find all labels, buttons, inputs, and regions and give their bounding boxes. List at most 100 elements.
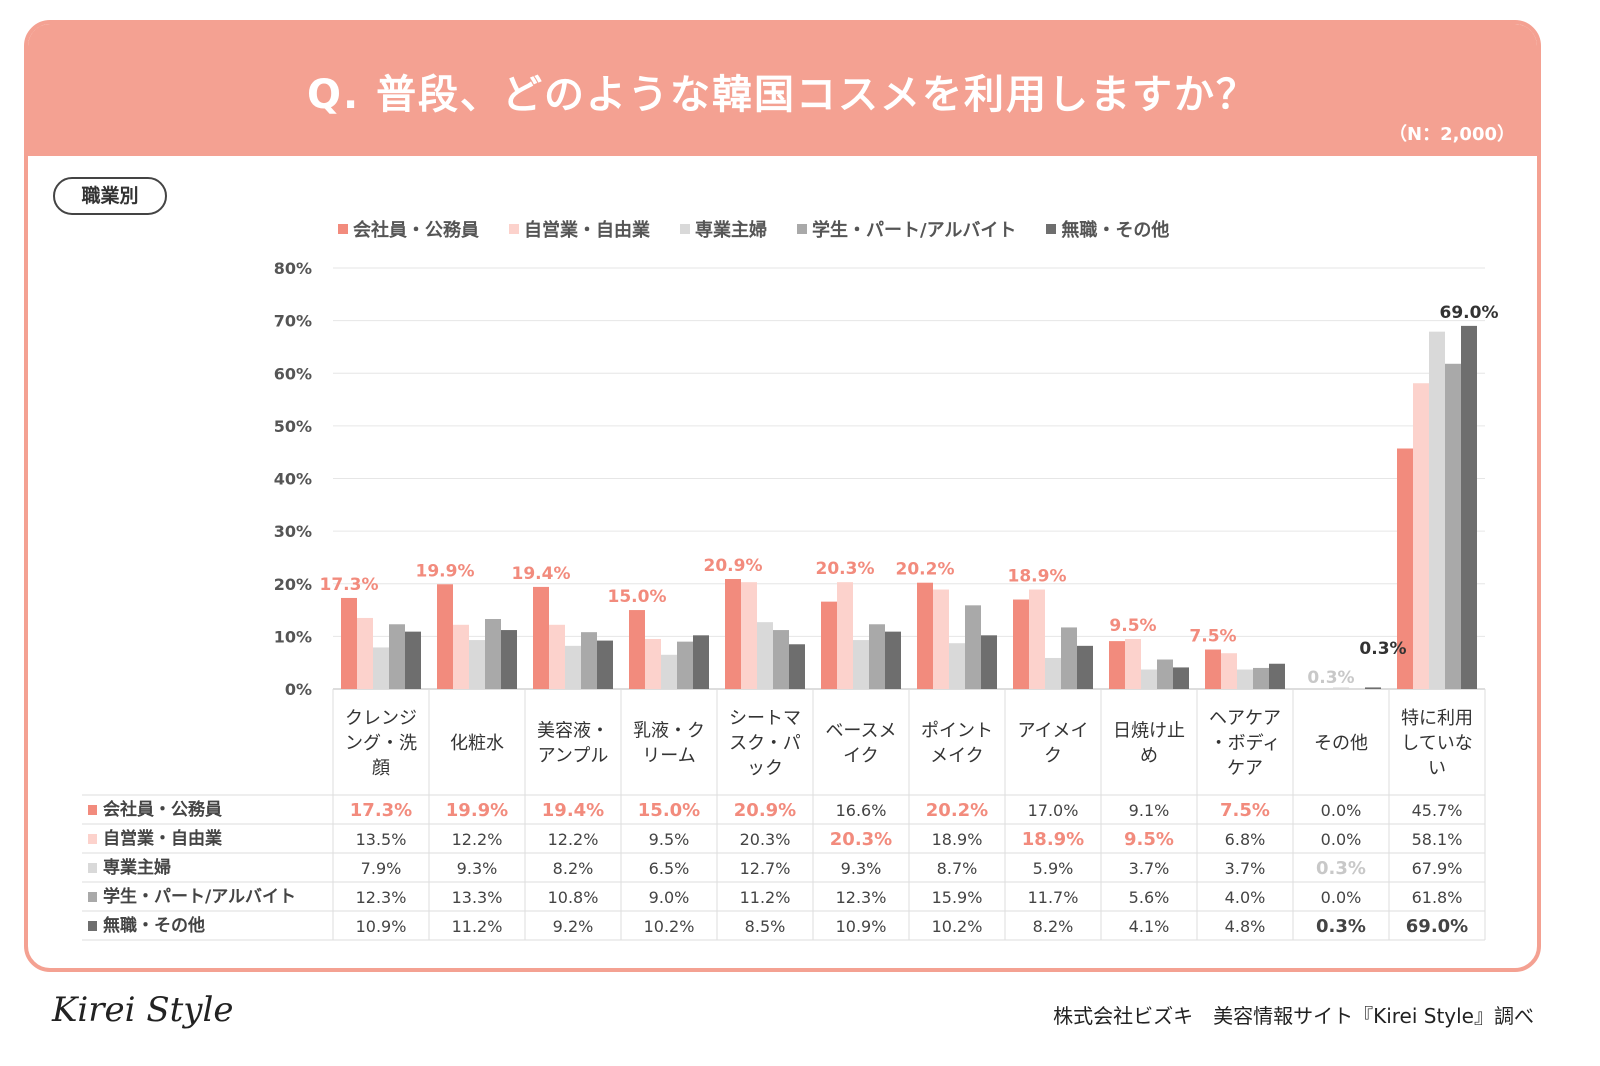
table-cell: 20.9%: [734, 800, 796, 821]
table-cell: 0.3%: [1316, 916, 1366, 937]
bar: [1157, 659, 1173, 689]
bar: [1253, 667, 1269, 689]
bar: [357, 617, 373, 689]
bar: [501, 630, 517, 689]
table-cell: 69.0%: [1406, 916, 1468, 937]
table-cell: 4.0%: [1225, 888, 1266, 907]
bar: [1013, 599, 1029, 689]
bar: [1077, 645, 1093, 689]
data-label: 20.2%: [896, 560, 955, 580]
row-label: 専業主婦: [103, 857, 171, 878]
bar: [1125, 639, 1141, 689]
bar: [661, 654, 677, 689]
bar: [389, 624, 405, 689]
bar: [821, 601, 837, 689]
bar: [1365, 687, 1381, 689]
category-label: ヘアケア・ボディケア: [1209, 708, 1281, 779]
category-label: 乳液・クリーム: [633, 721, 705, 767]
table-cell: 20.2%: [926, 800, 988, 821]
table-cell: 0.0%: [1321, 801, 1362, 820]
table-cell: 5.9%: [1033, 859, 1074, 878]
bar: [1205, 649, 1221, 689]
y-tick-label: 80%: [274, 259, 312, 278]
bar: [453, 624, 469, 689]
bar: [1461, 325, 1477, 689]
bar: [917, 582, 933, 689]
bar: [773, 630, 789, 689]
legend-item: 専業主婦: [680, 216, 767, 242]
bar: [1141, 669, 1157, 689]
legend-item: 自営業・自由業: [509, 216, 650, 242]
bar: [885, 631, 901, 689]
sample-size: （N：2,000）: [1389, 124, 1515, 145]
data-label: 20.9%: [704, 556, 763, 576]
table-cell: 12.3%: [356, 888, 407, 907]
row-label: 自営業・自由業: [103, 828, 222, 849]
table-cell: 17.0%: [1028, 801, 1079, 820]
table-cell: 12.7%: [740, 859, 791, 878]
row-swatch: [88, 805, 97, 815]
bar: [549, 624, 565, 689]
table-cell: 19.9%: [446, 800, 508, 821]
y-tick-label: 60%: [274, 364, 312, 383]
data-label: 19.4%: [512, 564, 571, 584]
header-band: Q. 普段、どのような韓国コスメを利用しますか？ （N：2,000）: [28, 24, 1537, 156]
y-tick-label: 30%: [274, 522, 312, 541]
table-cell: 18.9%: [1022, 829, 1084, 850]
legend-item: 無職・その他: [1046, 216, 1169, 242]
table-cell: 16.6%: [836, 801, 887, 820]
category-label: アイメイク: [1017, 721, 1088, 767]
card-frame: Q. 普段、どのような韓国コスメを利用しますか？ （N：2,000）: [24, 20, 1541, 972]
y-tick-label: 70%: [274, 312, 312, 331]
bar: [725, 579, 741, 689]
table-cell: 17.3%: [350, 800, 412, 821]
bar: [1221, 653, 1237, 689]
table-cell: 20.3%: [830, 829, 892, 850]
row-label: 学生・パート/アルバイト: [103, 886, 296, 907]
bar: [789, 644, 805, 689]
table-cell: 11.2%: [452, 917, 503, 936]
data-label: 7.5%: [1189, 627, 1236, 647]
y-tick-label: 0%: [285, 680, 312, 699]
row-swatch: [88, 863, 97, 873]
bar: [565, 645, 581, 689]
table-cell: 7.9%: [361, 859, 402, 878]
y-tick-label: 50%: [274, 417, 312, 436]
legend-label: 無職・その他: [1061, 220, 1170, 241]
table-cell: 0.3%: [1316, 858, 1366, 879]
bar: [1061, 627, 1077, 689]
table-cell: 9.2%: [553, 917, 594, 936]
bar: [533, 586, 549, 689]
table-cell: 9.3%: [841, 859, 882, 878]
table-cell: 0.0%: [1321, 830, 1362, 849]
bar: [1445, 363, 1461, 689]
bar: [581, 632, 597, 689]
legend: 会社員・公務員 自営業・自由業 専業主婦 学生・パート/アルバイト 無職・その他: [338, 216, 1169, 242]
data-label: 18.9%: [1008, 567, 1067, 587]
legend-swatch: [509, 224, 519, 234]
bar: [981, 635, 997, 689]
row-swatch: [88, 921, 97, 931]
table-cell: 67.9%: [1412, 859, 1463, 878]
bar: [1269, 663, 1285, 689]
bar: [405, 631, 421, 689]
bar: [837, 582, 853, 689]
table-cell: 9.5%: [649, 830, 690, 849]
bar: [1413, 383, 1429, 689]
table-cell: 10.8%: [548, 888, 599, 907]
table-cell: 5.6%: [1129, 888, 1170, 907]
bar: [1173, 667, 1189, 689]
table-cell: 9.0%: [649, 888, 690, 907]
row-label: 会社員・公務員: [103, 799, 222, 820]
bar: [693, 635, 709, 689]
table-cell: 8.2%: [1033, 917, 1074, 936]
table-cell: 3.7%: [1225, 859, 1266, 878]
bar: [949, 643, 965, 689]
legend-label: 専業主婦: [695, 220, 767, 241]
data-label: 9.5%: [1109, 616, 1156, 636]
bar: [1237, 669, 1253, 689]
table-cell: 18.9%: [932, 830, 983, 849]
row-label: 無職・その他: [103, 915, 205, 936]
bar: [1045, 657, 1061, 689]
bar: [373, 647, 389, 689]
